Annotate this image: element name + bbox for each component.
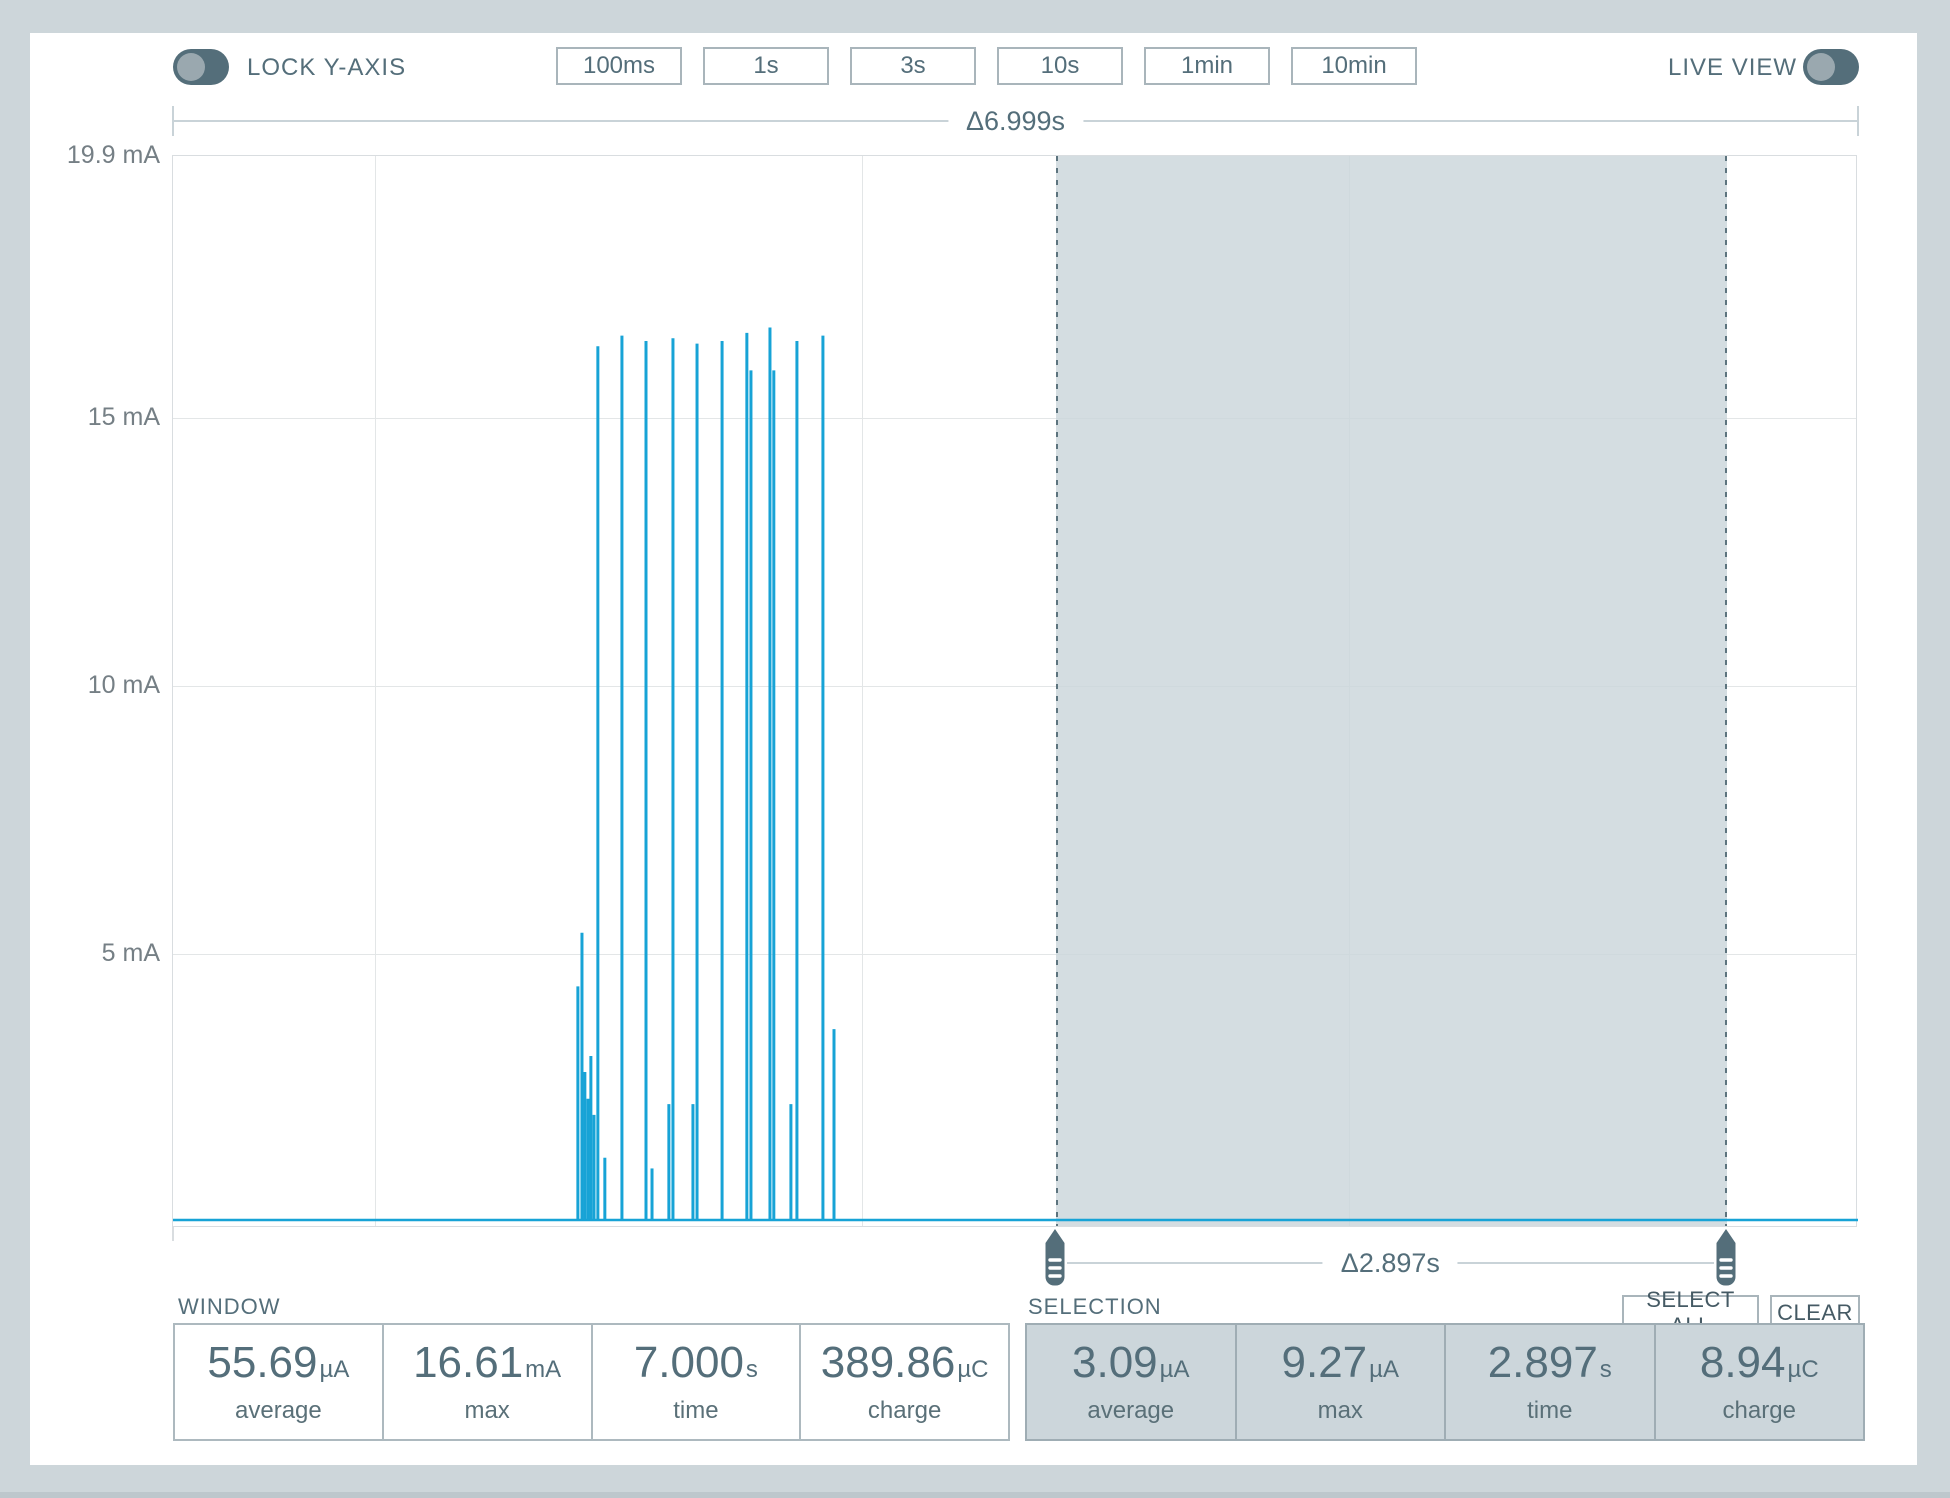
- window-button-100ms[interactable]: 100ms: [556, 47, 682, 85]
- window-duration-buttons: 100ms 1s 3s 10s 1min 10min: [556, 47, 1417, 85]
- window-section-label: WINDOW: [178, 1294, 281, 1319]
- selection-time-stat: 2.897s time: [1446, 1325, 1654, 1439]
- selection-start-handle[interactable]: [1043, 1228, 1067, 1286]
- y-tick-10mA: 10 mA: [87, 671, 160, 699]
- window-charge-stat: 389.86µC charge: [801, 1325, 1008, 1439]
- stat-unit: mA: [525, 1356, 562, 1383]
- y-tick-15mA: 15 mA: [87, 403, 160, 431]
- stat-label: time: [1527, 1397, 1573, 1424]
- window-button-10s[interactable]: 10s: [997, 47, 1123, 85]
- live-view-toggle[interactable]: [1803, 49, 1859, 85]
- selection-right-edge[interactable]: [1724, 156, 1727, 1226]
- stat-value: 2.897: [1487, 1338, 1598, 1387]
- window-stats-panel: 55.69µA average 16.61mA max 7.000s time …: [173, 1323, 1010, 1441]
- window-span-bracket: Δ6.999s: [172, 106, 1859, 136]
- stat-value: 9.27: [1281, 1338, 1368, 1387]
- selection-delta-time: Δ2.897s: [1322, 1249, 1458, 1277]
- stat-value: 3.09: [1072, 1338, 1158, 1387]
- stat-value: 8.94: [1699, 1338, 1786, 1387]
- stat-unit: µA: [319, 1356, 350, 1383]
- lock-y-axis-label: LOCK Y-AXIS: [247, 54, 407, 81]
- stat-unit: s: [1599, 1356, 1612, 1383]
- selection-region[interactable]: [1055, 156, 1727, 1226]
- window-average-stat: 55.69µA average: [175, 1325, 382, 1439]
- selection-end-handle[interactable]: [1714, 1228, 1738, 1286]
- gridline-time-2: [862, 156, 863, 1226]
- stat-unit: µC: [1787, 1356, 1819, 1383]
- gridline-5mA: [173, 954, 1856, 955]
- stat-label: max: [464, 1397, 510, 1424]
- y-tick-5mA: 5 mA: [101, 939, 160, 967]
- window-button-1s[interactable]: 1s: [703, 47, 829, 85]
- stat-value: 16.61: [413, 1338, 524, 1387]
- toggle-knob-icon: [1807, 53, 1835, 81]
- window-button-3s[interactable]: 3s: [850, 47, 976, 85]
- stat-unit: µA: [1369, 1356, 1399, 1383]
- y-tick-19-9mA: 19.9 mA: [66, 141, 160, 169]
- selection-left-edge[interactable]: [1055, 156, 1058, 1226]
- window-time-stat: 7.000s time: [592, 1325, 800, 1439]
- current-chart[interactable]: [172, 155, 1858, 1227]
- toggle-knob-icon: [177, 53, 205, 81]
- selection-span-bracket: Δ2.897s: [1066, 1249, 1714, 1277]
- stat-unit: µC: [957, 1356, 989, 1383]
- window-delta-time: Δ6.999s: [947, 106, 1084, 136]
- selection-max-stat: 9.27µA max: [1236, 1325, 1444, 1439]
- selection-stats-panel: 3.09µA average 9.27µA max 2.897s time 8.…: [1025, 1323, 1865, 1441]
- x-axis-tick: [172, 1227, 174, 1241]
- stat-unit: s: [745, 1356, 758, 1383]
- stat-value: 55.69: [207, 1338, 318, 1387]
- selection-average-stat: 3.09µA average: [1027, 1325, 1235, 1439]
- stat-label: average: [1087, 1397, 1175, 1424]
- stat-label: charge: [867, 1397, 942, 1424]
- gridline-10mA: [173, 686, 1856, 687]
- selection-charge-stat: 8.94µC charge: [1655, 1325, 1863, 1439]
- window-max-stat: 16.61mA max: [383, 1325, 591, 1439]
- stat-label: charge: [1722, 1397, 1796, 1424]
- stat-value: 389.86: [820, 1338, 956, 1387]
- lock-y-axis-toggle[interactable]: [173, 49, 229, 85]
- current-waveform: [173, 327, 1858, 1222]
- bottom-edge-strip: [0, 1492, 1950, 1498]
- stat-label: time: [673, 1397, 719, 1424]
- stat-label: average: [235, 1397, 322, 1424]
- stat-unit: µA: [1159, 1356, 1190, 1383]
- gridline-time-1: [375, 156, 376, 1226]
- window-button-1min[interactable]: 1min: [1144, 47, 1270, 85]
- bracket-right-tick: [1857, 106, 1859, 136]
- stat-label: max: [1317, 1397, 1363, 1424]
- gridline-15mA: [173, 418, 1856, 419]
- window-button-10min[interactable]: 10min: [1291, 47, 1417, 85]
- selection-section-label: SELECTION: [1028, 1294, 1162, 1319]
- live-view-label: LIVE VIEW: [1668, 54, 1798, 81]
- stat-value: 7.000: [633, 1338, 744, 1387]
